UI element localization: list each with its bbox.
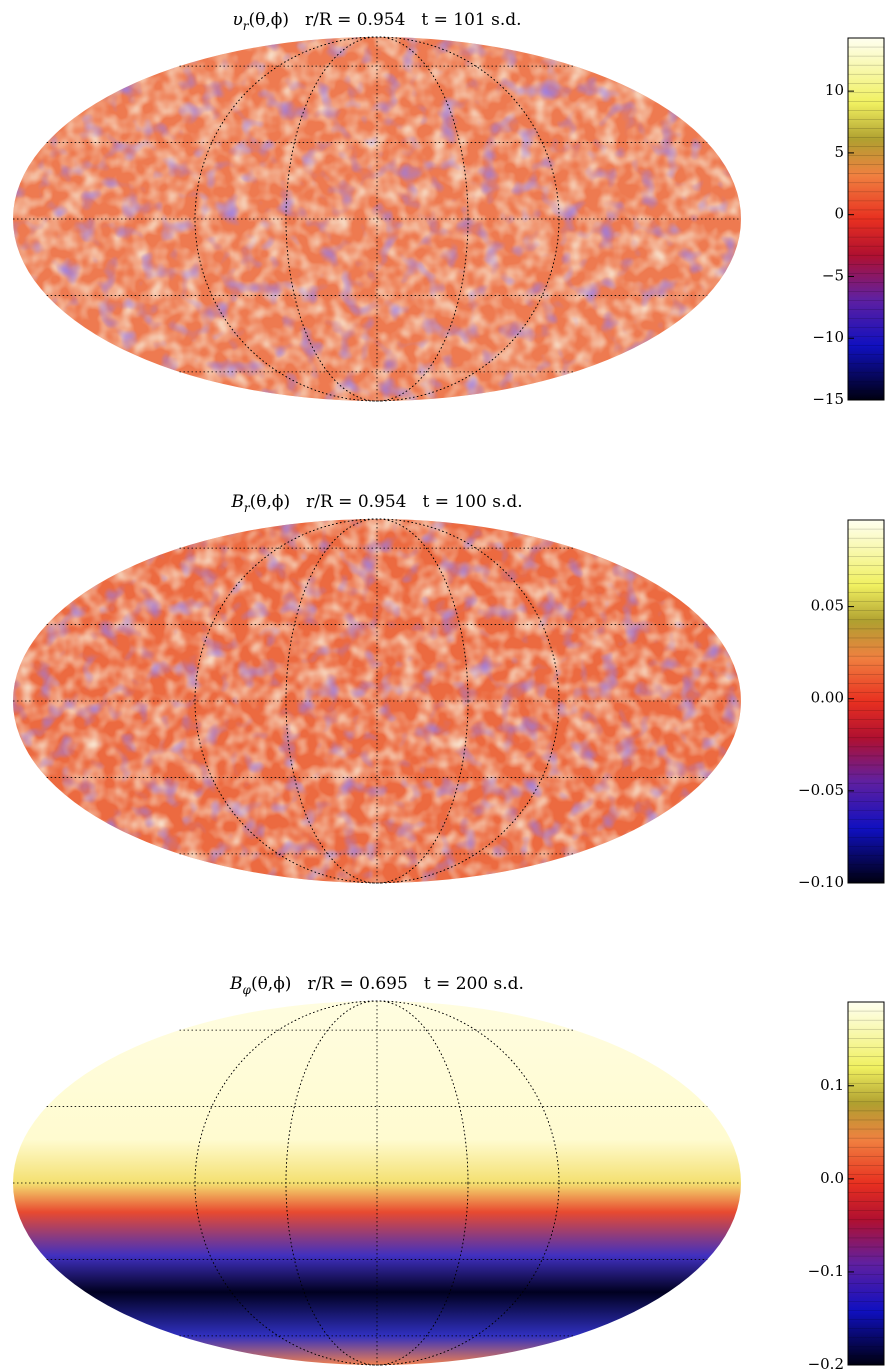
colorbar-tick-label: −0.10 <box>798 873 844 891</box>
panel-title: Br(θ,ϕ) r/R = 0.954 t = 100 s.d. <box>230 492 522 515</box>
colorbar-tick-label: −10 <box>812 328 844 346</box>
time-label: t = 100 s.d. <box>422 492 522 512</box>
colorbar-tick-label: 0.0 <box>820 1169 844 1187</box>
radius-label: r/R = 0.954 <box>306 492 406 512</box>
panel-title: υr(θ,ϕ) r/R = 0.954 t = 101 s.d. <box>232 10 521 33</box>
colorbar-tick-label: 0.00 <box>811 689 844 707</box>
time-label: t = 101 s.d. <box>421 10 521 30</box>
time-label: t = 200 s.d. <box>424 974 524 994</box>
arguments: (θ,ϕ) <box>250 492 291 512</box>
colorbar-tick-label: 0 <box>834 205 844 223</box>
colorbar-tick-label: 5 <box>834 143 844 161</box>
colorbar-tick-label: 0.1 <box>820 1076 844 1094</box>
subscript: r <box>244 501 251 515</box>
variable: B <box>230 492 244 512</box>
colorbar-tick-label: 10 <box>825 81 844 99</box>
panel-title: Bφ(θ,ϕ) r/R = 0.695 t = 200 s.d. <box>229 974 524 997</box>
arguments: (θ,ϕ) <box>249 10 290 30</box>
subscript: r <box>243 19 250 33</box>
colorbar-tick-label: 0.05 <box>811 597 844 615</box>
colorbar-tick-label: −0.05 <box>798 781 844 799</box>
radius-label: r/R = 0.695 <box>307 974 407 994</box>
subscript: φ <box>243 983 252 997</box>
colorbar-tick-label: −0.2 <box>808 1355 844 1372</box>
arguments: (θ,ϕ) <box>251 974 292 994</box>
radius-label: r/R = 0.954 <box>305 10 405 30</box>
variable: B <box>229 974 243 994</box>
colorbar-tick-label: −0.1 <box>808 1262 844 1280</box>
colorbar-tick-label: −15 <box>812 390 844 408</box>
variable: υ <box>232 10 242 30</box>
colorbar-tick-label: −5 <box>822 266 844 284</box>
